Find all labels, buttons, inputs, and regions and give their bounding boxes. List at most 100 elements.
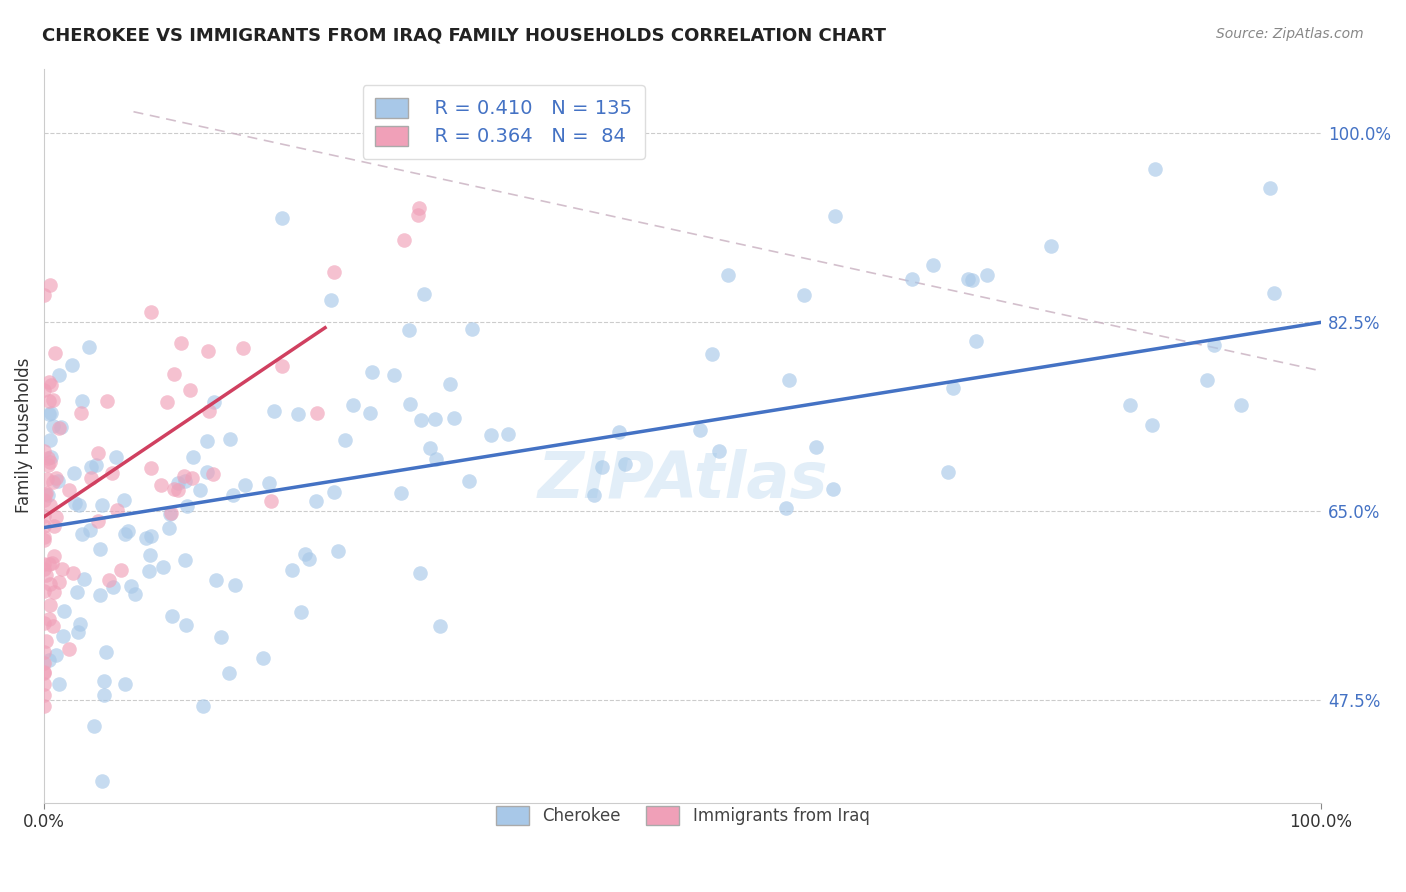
Point [162,609,184,624]
Point [294,547,316,561]
Point [66,624,89,639]
Point [290,605,312,619]
Point [37,450,59,465]
Point [69,498,91,512]
Point [45,471,67,485]
Point [66,584,89,599]
Point [976,268,998,283]
Point [260,493,283,508]
Point [93,674,115,689]
Point [32,288,55,302]
Point [138,548,160,562]
Point [232,342,254,356]
Point [42,519,65,533]
Point [32,645,55,659]
Point [957,271,980,285]
Point [257,475,280,490]
Point [689,423,711,437]
Point [326,544,349,558]
Point [94,645,117,659]
Point [778,373,800,387]
Point [419,441,441,455]
Point [389,486,412,500]
Point [342,398,364,412]
Point [139,529,162,543]
Point [39,577,62,591]
Point [49,420,72,434]
Point [965,334,987,349]
Point [458,474,481,488]
Point [163,368,186,382]
Point [83,719,105,733]
Point [80,459,103,474]
Text: Source: ZipAtlas.com: Source: ZipAtlas.com [1216,27,1364,41]
Point [35,568,58,582]
Point [181,450,204,464]
Point [219,432,242,446]
Point [197,343,219,358]
Point [114,677,136,691]
Point [460,322,482,336]
Point [204,573,226,587]
Point [32,509,55,524]
Point [51,562,73,576]
Point [42,475,65,489]
Point [90,498,112,512]
Point [45,648,67,663]
Point [48,574,70,589]
Point [32,558,55,572]
Point [174,617,197,632]
Point [149,478,172,492]
Point [287,407,309,421]
Point [700,347,723,361]
Point [38,277,60,292]
Point [1143,161,1166,176]
Point [941,381,963,395]
Point [263,403,285,417]
Point [224,578,246,592]
Point [159,507,181,521]
Point [44,346,66,360]
Point [152,560,174,574]
Point [218,666,240,681]
Point [58,483,80,498]
Point [32,666,55,681]
Point [281,563,304,577]
Point [39,406,62,420]
Point [38,652,60,666]
Point [42,549,65,564]
Point [304,494,326,508]
Point [112,492,135,507]
Point [72,394,94,409]
Point [173,474,195,488]
Point [32,533,55,547]
Point [191,698,214,713]
Point [775,501,797,516]
Point [79,523,101,537]
Point [170,335,193,350]
Point [139,461,162,475]
Point [156,394,179,409]
Point [60,358,83,372]
Text: CHEROKEE VS IMMIGRANTS FROM IRAQ FAMILY HOUSEHOLDS CORRELATION CHART: CHEROKEE VS IMMIGRANTS FROM IRAQ FAMILY … [42,27,886,45]
Point [38,557,60,571]
Point [1142,417,1164,432]
Point [233,478,256,492]
Point [37,488,59,502]
Point [333,434,356,448]
Point [32,492,55,507]
Point [1195,374,1218,388]
Point [39,433,62,447]
Point [413,287,436,301]
Point [135,531,157,545]
Point [77,341,100,355]
Point [48,368,70,382]
Point [32,444,55,458]
Point [34,634,56,648]
Point [63,466,86,480]
Point [114,527,136,541]
Point [52,604,75,618]
Point [1119,398,1142,412]
Point [409,412,432,426]
Point [93,688,115,702]
